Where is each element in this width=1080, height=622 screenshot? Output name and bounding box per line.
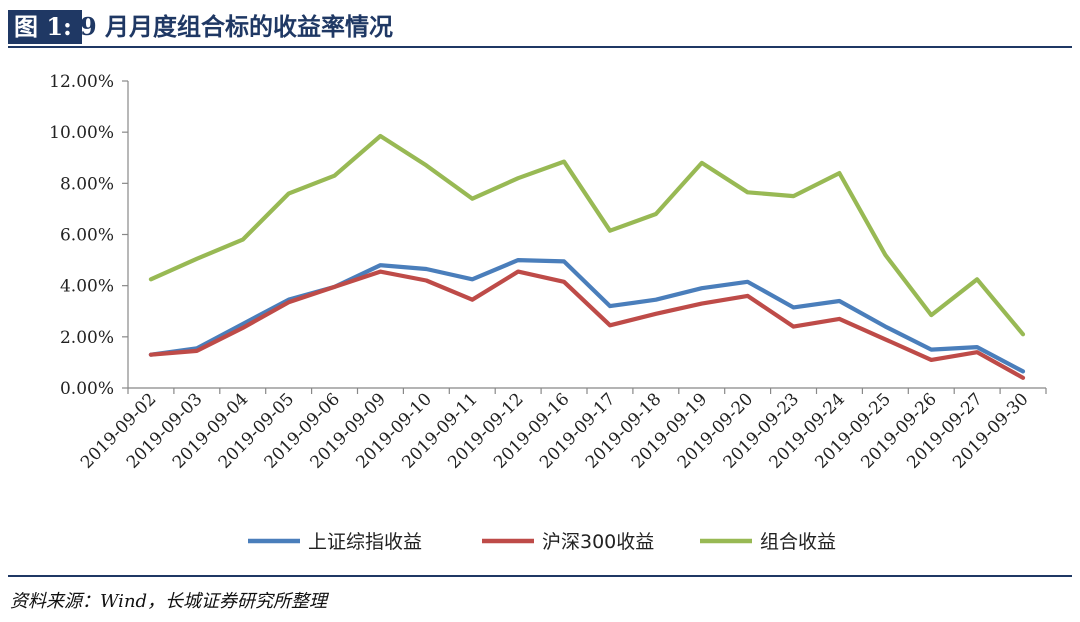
chart-legend: 上证综指收益 沪深300收益 组合收益 [248, 531, 836, 553]
series-line-2 [148, 269, 1026, 380]
y-tick-label: 2.00% [60, 328, 114, 348]
header-rule [8, 46, 1072, 48]
y-tick-label: 8.00% [60, 174, 114, 194]
y-tick-label: 0.00% [60, 379, 114, 399]
y-tick-label: 6.00% [60, 226, 114, 246]
series-lines [148, 133, 1026, 380]
legend-label-1: 上证综指收益 [308, 531, 422, 553]
y-tick-label: 12.00% [49, 72, 114, 92]
legend-label-3: 组合收益 [760, 531, 836, 553]
legend-label-2: 沪深300收益 [542, 531, 654, 553]
y-tick-labels: 0.00% 2.00% 4.00% 6.00% 8.00% 10.00% 12.00% [49, 72, 114, 399]
source-note: 资料来源：Wind，长城证券研究所整理 [10, 591, 328, 612]
x-tick-labels: 2019-09-022019-09-032019-09-042019-09-05… [77, 389, 1033, 472]
footer-rule [8, 575, 1072, 577]
line-chart: 0.00% 2.00% 4.00% 6.00% 8.00% 10.00% 12.00% 20… [49, 72, 1047, 553]
series-line-3 [148, 133, 1026, 337]
series-line-1 [148, 258, 1026, 374]
chart-axes [122, 80, 1047, 394]
y-tick-label: 10.00% [49, 123, 114, 143]
y-tick-label: 4.00% [60, 277, 114, 297]
figure-header: 图 1: 9 月月度组合标的收益率情况 [0, 0, 1080, 52]
figure-label: 图 1: [8, 10, 82, 44]
figure-title: 9 月月度组合标的收益率情况 [80, 12, 394, 41]
